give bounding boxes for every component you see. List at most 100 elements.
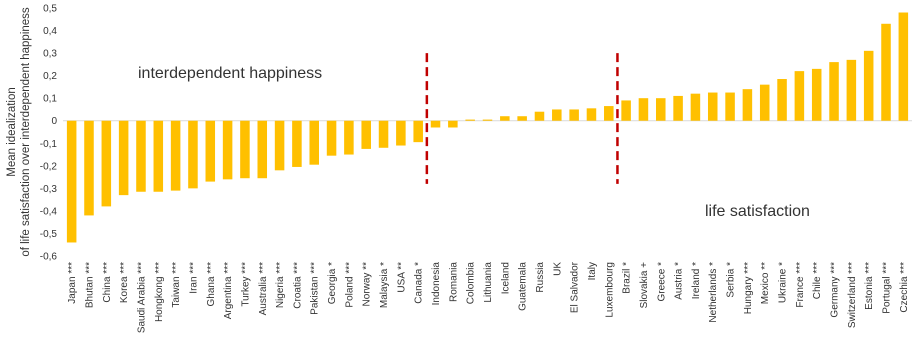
y-tick-label: 0,3: [43, 49, 57, 60]
x-tick-label: Japan ***: [67, 262, 78, 304]
bar: [586, 108, 597, 121]
x-tick-label: France ***: [795, 262, 806, 308]
bar: [66, 120, 77, 243]
y-tick-label: -0,2: [40, 161, 58, 172]
bar: [430, 120, 441, 128]
x-tick-label: Pakistan ***: [310, 262, 321, 315]
x-tick-label: Norway **: [362, 262, 373, 307]
y-tick-label: 0,4: [43, 26, 57, 37]
bar: [569, 109, 579, 121]
x-tick-label: Lithuania: [483, 262, 494, 303]
bar: [482, 119, 493, 121]
bar: [274, 120, 285, 171]
x-tick-label: Iceland: [500, 262, 511, 294]
bar: [517, 116, 527, 121]
bar: [309, 120, 319, 165]
y-tick-label: -0,3: [40, 184, 58, 195]
x-tick-label: Estonia ***: [864, 262, 875, 310]
x-tick-label: Chile ***: [812, 262, 823, 299]
bar: [673, 95, 683, 121]
bar: [604, 106, 614, 121]
y-axis-label-line-2: of life satisfaction over interdependent…: [20, 7, 32, 257]
bar: [292, 120, 302, 167]
bar: [101, 120, 112, 207]
bar: [863, 50, 874, 121]
bar: [170, 120, 181, 191]
y-tick-label: 0,1: [43, 94, 57, 105]
bar: [777, 79, 787, 121]
bar: [829, 62, 839, 121]
bar: [794, 71, 805, 121]
bar: [240, 120, 250, 179]
bar: [742, 89, 753, 121]
bar: [361, 120, 371, 149]
x-tick-label: Canada *: [414, 262, 425, 304]
bar: [759, 84, 770, 121]
y-axis-label-line-1: Mean idealization: [6, 87, 18, 177]
bar: [205, 120, 216, 182]
bar: [846, 59, 857, 121]
x-tick-label: Indonesia: [431, 262, 442, 306]
bar: [534, 111, 545, 121]
bar: [621, 100, 631, 121]
x-tick-label: Korea ***: [119, 262, 130, 303]
bar: [136, 120, 146, 192]
x-axis-labels: Japan *** Bhutan *** China *** Korea *** Sau…: [67, 261, 910, 333]
x-tick-label: Australia ***: [258, 262, 269, 315]
x-tick-label: Turkey ***: [240, 262, 251, 307]
x-tick-label: Serbia *: [726, 262, 737, 298]
x-tick-label: USA **: [396, 262, 407, 293]
bar: [188, 120, 198, 189]
x-tick-label: Saudi Arabia ***: [136, 262, 147, 333]
y-tick-label: -0,1: [40, 139, 58, 150]
x-tick-label: Switzerland ***: [847, 262, 858, 328]
bar: [881, 23, 891, 121]
bar: [378, 120, 389, 148]
x-tick-label: Luxembourg: [604, 262, 615, 318]
x-tick-label: Poland ***: [344, 262, 355, 308]
y-tick-label: -0,4: [40, 206, 58, 217]
y-tick-label: 0: [51, 116, 57, 127]
y-tick-label: 0,2: [43, 71, 57, 82]
bar: [396, 120, 406, 146]
x-tick-label: Italy: [587, 262, 598, 280]
x-tick-label: Ireland *: [691, 262, 702, 299]
y-tick-label: -0,6: [40, 252, 58, 263]
x-tick-label: Taiwan ***: [171, 262, 182, 308]
x-tick-label: Greece *: [656, 262, 667, 302]
bar: [222, 120, 233, 180]
bar: [257, 120, 268, 179]
x-tick-label: China ***: [102, 262, 113, 303]
x-tick-label: Bhutan ***: [84, 262, 95, 308]
x-tick-label: Georgia *: [327, 262, 338, 304]
annotation-interdependent-happiness: interdependent happiness: [138, 65, 322, 82]
bar: [656, 98, 666, 121]
bar: [811, 68, 822, 121]
section-dividers: [425, 53, 619, 184]
x-tick-label: Guatemala: [518, 262, 529, 311]
bar: [725, 92, 735, 121]
x-tick-label: Brazil *: [622, 262, 633, 294]
bar: [326, 120, 337, 156]
x-tick-label: Hongkong ***: [154, 262, 165, 322]
x-tick-label: Austria *: [674, 262, 685, 300]
bar: [84, 120, 94, 216]
x-tick-label: Ghana ***: [206, 262, 217, 307]
x-tick-label: Portugal ***: [882, 262, 893, 314]
bar: [690, 93, 701, 121]
x-tick-label: Argentina ***: [223, 262, 234, 319]
x-tick-label: Ukraine *: [778, 262, 789, 303]
y-tick-label: -0,5: [40, 229, 58, 240]
bar: [898, 12, 909, 121]
x-tick-label: El Salvador: [570, 261, 581, 313]
x-tick-label: Slovakia +: [639, 262, 650, 309]
bar: [707, 92, 718, 121]
bars: [66, 12, 909, 243]
bar: [118, 120, 129, 196]
x-tick-label: Netherlands *: [708, 262, 719, 323]
x-tick-label: Mexico **: [760, 262, 771, 304]
x-tick-label: Russia: [535, 262, 546, 293]
y-tick-label: 0,5: [43, 4, 57, 15]
bar: [153, 120, 164, 192]
